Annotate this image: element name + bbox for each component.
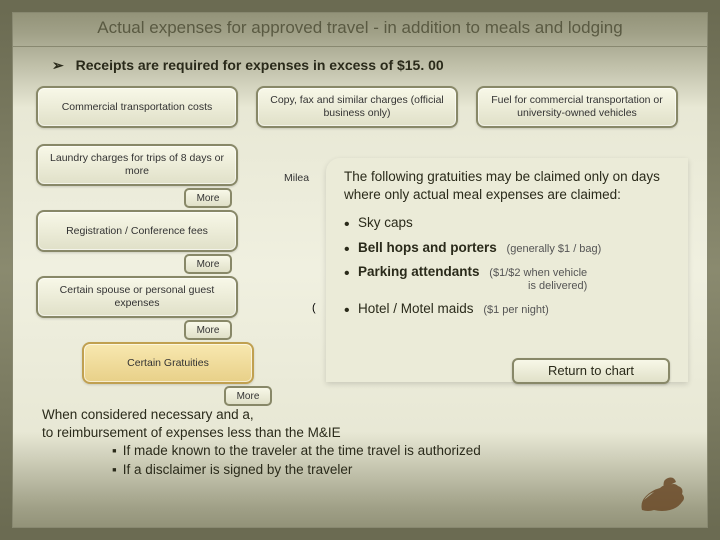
popup-intro: The following gratuities may be claimed … <box>344 168 672 204</box>
cell-laundry[interactable]: Laundry charges for trips of 8 days or m… <box>36 144 238 186</box>
cell-registration[interactable]: Registration / Conference fees More <box>36 210 238 252</box>
spouse-paren: ( <box>312 302 316 314</box>
arrow-icon: ➢ <box>52 57 64 73</box>
cowboy-logo-icon <box>634 472 694 516</box>
more-button-gratuities[interactable]: More <box>224 386 272 406</box>
page-title: Actual expenses for approved travel - in… <box>12 12 708 47</box>
cell-commercial-transport[interactable]: Commercial transportation costs <box>36 86 238 128</box>
cell-spouse[interactable]: Certain spouse or personal guest expense… <box>36 276 238 318</box>
return-to-chart-button[interactable]: Return to chart <box>512 358 670 384</box>
more-button-spouse[interactable]: More <box>184 320 232 340</box>
popup-item-maids: Hotel / Motel maids ($1 per night) <box>344 300 672 318</box>
cell-fuel[interactable]: Fuel for commercial transportation or un… <box>476 86 678 128</box>
popup-item-bellhops: Bell hops and porters (generally $1 / ba… <box>344 239 672 257</box>
subtitle-text: Receipts are required for expenses in ex… <box>76 57 444 73</box>
body-line1: When considered necessary and a, <box>42 406 682 424</box>
mileage-partial-text: Milea <box>284 172 309 184</box>
popup-list: Sky caps Bell hops and porters (generall… <box>344 214 672 318</box>
body-sub1: ▪If made known to the traveler at the ti… <box>112 442 682 460</box>
body-line2: to reimbursement of expenses less than t… <box>42 424 682 442</box>
more-button-registration[interactable]: More <box>184 254 232 274</box>
more-button-laundry[interactable]: More <box>184 188 232 208</box>
popup-item-parking: Parking attendants ($1/$2 when vehicle i… <box>344 263 672 294</box>
cell-gratuities[interactable]: Certain Gratuities More <box>82 342 254 384</box>
subtitle-row: ➢ Receipts are required for expenses in … <box>12 47 708 86</box>
gratuities-popup: The following gratuities may be claimed … <box>326 158 688 382</box>
body-sub2: ▪If a disclaimer is signed by the travel… <box>112 461 682 479</box>
body-text-block: When considered necessary and a, to reim… <box>42 406 682 479</box>
cell-copy-fax[interactable]: Copy, fax and similar charges (official … <box>256 86 458 128</box>
popup-item-skycaps: Sky caps <box>344 214 672 232</box>
